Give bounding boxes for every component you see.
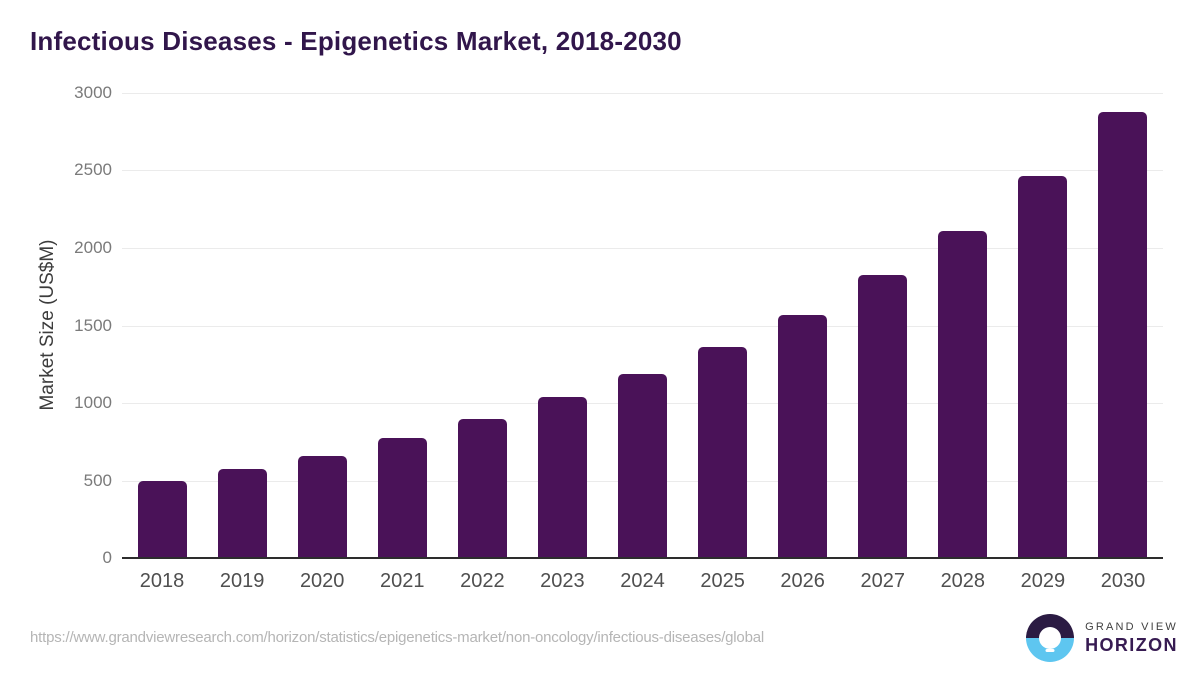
source-url: https://www.grandviewresearch.com/horizo… — [30, 629, 764, 646]
y-tick-label-1000: 1000 — [74, 392, 112, 412]
logo-wave-line-2 — [1045, 649, 1055, 652]
bar-2029[interactable] — [1018, 175, 1068, 558]
y-tick-label-2000: 2000 — [74, 237, 112, 257]
logo-wave-line-1 — [1042, 643, 1058, 646]
bar-series — [122, 93, 1163, 558]
bar-2023[interactable] — [537, 396, 587, 558]
bar-2026[interactable] — [778, 314, 828, 558]
gridline-2000 — [122, 247, 1163, 249]
bar-2027[interactable] — [858, 275, 908, 558]
x-tick-label-2027: 2027 — [860, 570, 905, 592]
x-tick-label-2019: 2019 — [219, 570, 265, 592]
x-tick-label-2021: 2021 — [380, 570, 425, 592]
x-tick-label-2022: 2022 — [460, 570, 505, 592]
chart-title: Infectious Diseases - Epigenetics Market… — [30, 26, 682, 56]
bar-2021[interactable] — [377, 437, 427, 558]
bar-slot-2029 — [1003, 93, 1083, 558]
y-tick-label-0: 0 — [102, 548, 112, 567]
bar-slot-2027 — [843, 93, 923, 558]
x-tick-label-2028: 2028 — [940, 570, 986, 592]
y-tick-label-500: 500 — [83, 470, 112, 490]
bar-2030[interactable] — [1098, 111, 1148, 558]
x-tick-label-2018: 2018 — [139, 570, 185, 592]
x-tick-label-2026: 2026 — [780, 570, 825, 592]
bar-slot-2022 — [442, 93, 522, 558]
y-tick-label-3000: 3000 — [74, 83, 112, 102]
grand-view-horizon-logo: GRAND VIEW HORIZON — [1026, 614, 1178, 662]
gridline-1500 — [122, 325, 1163, 327]
bar-2024[interactable] — [618, 374, 667, 558]
bar-2020[interactable] — [297, 456, 347, 558]
bar-slot-2028 — [923, 93, 1003, 558]
bar-slot-2025 — [683, 93, 763, 558]
logo-wordmark: GRAND VIEW HORIZON — [1085, 621, 1178, 656]
bar-slot-2026 — [763, 93, 843, 558]
x-axis-tick-labels: 2018 2019 2020 2021 2022 2023 2024 2025 2026 2027… — [122, 570, 1163, 593]
gridline-2500 — [122, 170, 1163, 172]
bar-2025[interactable] — [698, 347, 748, 558]
plot-area — [122, 93, 1163, 559]
logo-brand-top: GRAND VIEW — [1085, 620, 1178, 633]
x-tick-label-2023: 2023 — [540, 570, 585, 592]
x-tick-label-2029: 2029 — [1020, 570, 1066, 592]
bar-slot-2019 — [202, 93, 282, 558]
x-axis-line — [122, 557, 1163, 559]
bar-2028[interactable] — [938, 230, 988, 558]
bar-slot-2023 — [522, 93, 602, 558]
y-tick-label-1500: 1500 — [74, 315, 112, 335]
bar-slot-2018 — [122, 93, 202, 558]
bar-slot-2030 — [1083, 93, 1163, 558]
bar-slot-2024 — [602, 93, 682, 558]
gridline-3000 — [122, 93, 1163, 94]
x-tick-label-2030: 2030 — [1100, 570, 1146, 592]
bar-slot-2021 — [362, 93, 442, 558]
logo-brand-bottom: HORIZON — [1085, 634, 1178, 655]
horizon-logo-icon — [1026, 614, 1075, 662]
bar-2022[interactable] — [457, 418, 507, 558]
y-axis-tick-labels: 0 500 1000 1500 2000 2500 3000 — [0, 84, 112, 567]
x-tick-label-2024: 2024 — [620, 570, 665, 592]
bar-2019[interactable] — [217, 468, 267, 558]
y-tick-label-2500: 2500 — [74, 160, 112, 180]
bar-2018[interactable] — [137, 480, 187, 558]
x-tick-label-2020: 2020 — [299, 570, 345, 592]
bar-slot-2020 — [282, 93, 362, 558]
x-tick-label-2025: 2025 — [700, 570, 745, 592]
